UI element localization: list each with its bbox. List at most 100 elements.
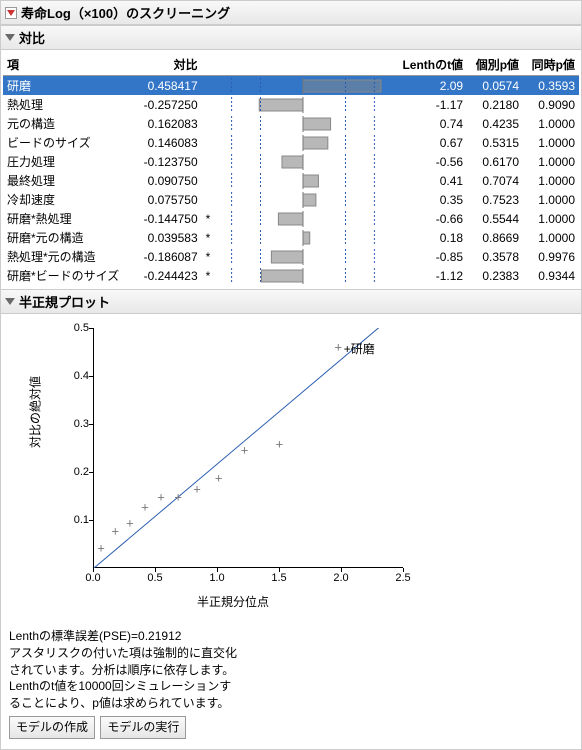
cell-contrast: 0.075750 (134, 190, 202, 209)
cell-contrast: 0.146083 (134, 133, 202, 152)
col-barplot (214, 54, 392, 76)
cell-t: -0.66 (392, 209, 467, 228)
chart-point[interactable]: + (126, 517, 134, 532)
cell-t: 0.35 (392, 190, 467, 209)
chart-point[interactable]: + (97, 541, 105, 556)
cell-sp: 0.9976 (523, 247, 579, 266)
run-model-button[interactable]: モデルの実行 (100, 716, 186, 739)
y-axis-label: 対比の絶対値 (27, 376, 44, 448)
cell-sp: 1.0000 (523, 228, 579, 247)
cell-term: 熱処理*元の構造 (3, 247, 134, 266)
table-row[interactable]: 熱処理*元の構造-0.186087* -0.850.35780.9976 (3, 247, 579, 266)
chevron-down-icon[interactable] (5, 298, 15, 305)
y-tick: 0.4 (63, 370, 89, 382)
make-model-button[interactable]: モデルの作成 (9, 716, 95, 739)
x-tick: 2.0 (333, 572, 348, 584)
chart-point[interactable]: + (275, 437, 283, 452)
chart-point[interactable]: + (157, 491, 165, 506)
pse-line: Lenthの標準誤差(PSE)=0.21912 (9, 628, 573, 645)
chart-point[interactable]: + (334, 341, 342, 356)
cell-contrast: -0.144750 (134, 209, 202, 228)
cell-contrast: -0.257250 (134, 95, 202, 114)
col-simul-p[interactable]: 同時p値 (523, 54, 579, 76)
menu-icon[interactable] (5, 7, 17, 19)
cell-contrast: 0.458417 (134, 76, 202, 96)
note-line: ることにより、p値は求められています。 (9, 695, 573, 712)
cell-ast: * (202, 266, 215, 285)
chart-point[interactable]: + (141, 501, 149, 516)
contrast-header: 対比 (1, 25, 581, 50)
cell-t: -0.56 (392, 152, 467, 171)
footer-notes: Lenthの標準誤差(PSE)=0.21912 アスタリスクの付いた項は強制的に… (1, 622, 581, 749)
table-row[interactable]: 熱処理-0.257250 -1.170.21800.9090 (3, 95, 579, 114)
table-row[interactable]: 元の構造0.162083 0.740.42351.0000 (3, 114, 579, 133)
chart-point[interactable]: + (241, 443, 249, 458)
col-ast (202, 54, 215, 76)
cell-bar (214, 152, 392, 171)
y-tick: 0.5 (63, 322, 89, 334)
cell-contrast: 0.162083 (134, 114, 202, 133)
cell-sp: 1.0000 (523, 152, 579, 171)
cell-ast (202, 114, 215, 133)
cell-term: 元の構造 (3, 114, 134, 133)
y-tick: 0.1 (63, 514, 89, 526)
table-row[interactable]: 研磨0.458417 2.090.05740.3593 (3, 76, 579, 96)
cell-term: 最終処理 (3, 171, 134, 190)
contrast-title: 対比 (19, 28, 45, 47)
table-row[interactable]: 研磨*熱処理-0.144750* -0.660.55441.0000 (3, 209, 579, 228)
note-line: アスタリスクの付いた項は強制的に直交化 (9, 645, 573, 662)
chevron-down-icon[interactable] (5, 34, 15, 41)
chart-point[interactable]: + (193, 483, 201, 498)
cell-t: 0.41 (392, 171, 467, 190)
cell-bar (214, 228, 392, 247)
cell-ast (202, 152, 215, 171)
cell-ast: * (202, 247, 215, 266)
cell-ast (202, 76, 215, 96)
col-lenth-t[interactable]: Lenthのt値 (392, 54, 467, 76)
cell-sp: 1.0000 (523, 190, 579, 209)
cell-ip: 0.5544 (467, 209, 523, 228)
halfnorm-title: 半正規プロット (19, 292, 110, 311)
table-row[interactable]: ビードのサイズ0.146083 0.670.53151.0000 (3, 133, 579, 152)
cell-contrast: -0.123750 (134, 152, 202, 171)
cell-ip: 0.2383 (467, 266, 523, 285)
cell-contrast: 0.039583 (134, 228, 202, 247)
cell-ast (202, 133, 215, 152)
halfnorm-content: ++++++++++++研磨 対比の絶対値 半正規分位点 0.10.20.30.… (1, 314, 581, 622)
cell-contrast: -0.244423 (134, 266, 202, 285)
cell-t: -0.85 (392, 247, 467, 266)
cell-ast (202, 95, 215, 114)
cell-ast: * (202, 209, 215, 228)
col-indiv-p[interactable]: 個別p値 (467, 54, 523, 76)
col-contrast[interactable]: 対比 (134, 54, 202, 76)
table-row[interactable]: 研磨*ビードのサイズ-0.244423* -1.120.23830.9344 (3, 266, 579, 285)
screening-panel: 寿命Log（×100）のスクリーニング 対比 項 対比 Lenthのt値 個別p… (0, 0, 582, 750)
table-row[interactable]: 最終処理0.090750 0.410.70741.0000 (3, 171, 579, 190)
cell-bar (214, 171, 392, 190)
chart-point[interactable]: + (215, 471, 223, 486)
cell-sp: 1.0000 (523, 209, 579, 228)
cell-bar (214, 114, 392, 133)
cell-t: 0.74 (392, 114, 467, 133)
cell-bar (214, 133, 392, 152)
chart-point[interactable]: + (174, 490, 182, 505)
y-tick: 0.2 (63, 466, 89, 478)
cell-bar (214, 95, 392, 114)
contrast-table: 項 対比 Lenthのt値 個別p値 同時p値 研磨0.458417 2.090… (3, 54, 579, 285)
cell-ast (202, 171, 215, 190)
table-row[interactable]: 冷却速度0.075750 0.350.75231.0000 (3, 190, 579, 209)
cell-t: 2.09 (392, 76, 467, 96)
chart-point[interactable]: + (111, 524, 119, 539)
table-row[interactable]: 圧力処理-0.123750 -0.560.61701.0000 (3, 152, 579, 171)
x-tick: 2.5 (395, 572, 410, 584)
cell-bar (214, 247, 392, 266)
cell-t: 0.67 (392, 133, 467, 152)
x-axis-label: 半正規分位点 (23, 593, 443, 610)
cell-ip: 0.4235 (467, 114, 523, 133)
table-row[interactable]: 研磨*元の構造0.039583* 0.180.86691.0000 (3, 228, 579, 247)
cell-ip: 0.0574 (467, 76, 523, 96)
cell-term: 研磨*元の構造 (3, 228, 134, 247)
x-tick: 0.5 (147, 572, 162, 584)
cell-term: 熱処理 (3, 95, 134, 114)
col-term[interactable]: 項 (3, 54, 134, 76)
